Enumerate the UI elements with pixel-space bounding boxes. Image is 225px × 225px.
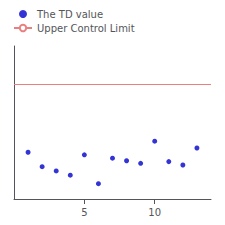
svg-text:Upper Control Limit: Upper Control Limit: [37, 23, 135, 34]
svg-text:The TD value: The TD value: [36, 9, 103, 20]
svg-text:5: 5: [81, 207, 87, 218]
svg-text:10: 10: [148, 207, 161, 218]
